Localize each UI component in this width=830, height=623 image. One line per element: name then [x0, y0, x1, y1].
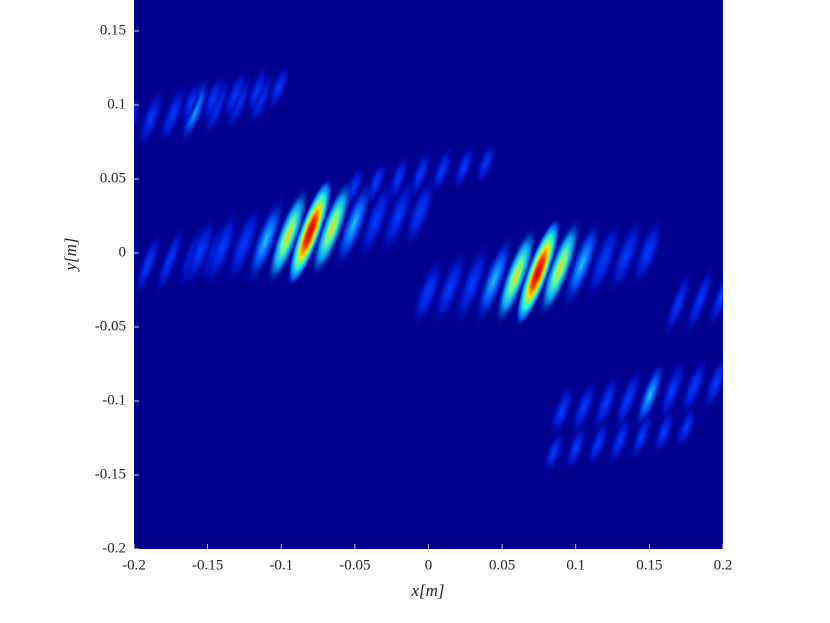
fringe [310, 176, 354, 280]
fringe [431, 246, 469, 330]
fringe [452, 239, 492, 329]
fringe [652, 407, 676, 457]
fringe [267, 62, 291, 112]
fringe [356, 175, 396, 265]
fringe [630, 213, 666, 291]
fringe [515, 217, 561, 327]
fringe [656, 355, 688, 427]
y-tick-label: 0 [119, 244, 127, 260]
fringe [222, 66, 248, 124]
fringe [538, 216, 582, 320]
y-tick-label: 0.05 [100, 170, 126, 186]
x-tick-label: -0.05 [339, 557, 370, 573]
x-tick-label: -0.1 [269, 557, 293, 573]
fringe [402, 173, 438, 251]
fringe [224, 199, 264, 289]
fringe [474, 139, 498, 187]
fringe [244, 64, 270, 118]
fringe [200, 72, 226, 126]
y-tick-label: -0.2 [102, 540, 126, 556]
x-tick-label: 0.2 [714, 557, 733, 573]
fringe [542, 428, 566, 476]
fringe [701, 352, 723, 414]
x-tick-label: 0 [425, 557, 433, 573]
y-tick-label: -0.1 [102, 392, 126, 408]
x-tick-label: 0.05 [489, 557, 515, 573]
fringe [607, 411, 633, 469]
fringe [494, 224, 538, 328]
fringe [473, 231, 515, 329]
y-tick-label: 0.15 [100, 22, 126, 38]
fringe [719, 347, 757, 410]
fringe [561, 215, 603, 313]
x-tick-label: 0.1 [566, 557, 585, 573]
fringe [585, 417, 611, 471]
fringe [633, 357, 667, 433]
fringe [287, 177, 333, 287]
x-tick-label: 0.15 [636, 557, 662, 573]
fringe [134, 92, 143, 152]
fringe [245, 191, 287, 289]
fringe [452, 142, 476, 192]
fringe [333, 175, 375, 273]
x-tick-label: -0.2 [122, 557, 146, 573]
fringe [182, 213, 218, 291]
fringe [679, 353, 709, 421]
fringe [591, 369, 621, 437]
fringe [684, 262, 716, 338]
fringe [707, 260, 723, 332]
heatmap [134, 0, 757, 549]
y-tick-label: 0.1 [107, 96, 126, 112]
fringe [584, 215, 624, 305]
x-axis-label: x[m] [410, 581, 444, 600]
fringe [548, 382, 576, 440]
heatmap-pattern [134, 62, 757, 476]
fringe [154, 222, 186, 298]
fringe [136, 86, 166, 150]
fringe [629, 409, 655, 463]
fringe [266, 184, 310, 288]
fringe [410, 253, 446, 331]
fringe [663, 268, 693, 340]
fringe [569, 376, 599, 438]
fringe [674, 404, 698, 452]
fringe [179, 78, 203, 128]
fringe [203, 206, 241, 290]
fringe [379, 174, 417, 258]
y-axis-label: y[m] [61, 237, 80, 272]
y-tick-label: -0.15 [95, 466, 126, 482]
y-tick-label: -0.05 [95, 318, 126, 334]
x-tick-label: -0.15 [192, 557, 223, 573]
fringe [158, 80, 188, 148]
fringe [612, 363, 644, 435]
fringe [607, 214, 645, 298]
fringe [564, 423, 588, 473]
fringe [134, 228, 163, 300]
